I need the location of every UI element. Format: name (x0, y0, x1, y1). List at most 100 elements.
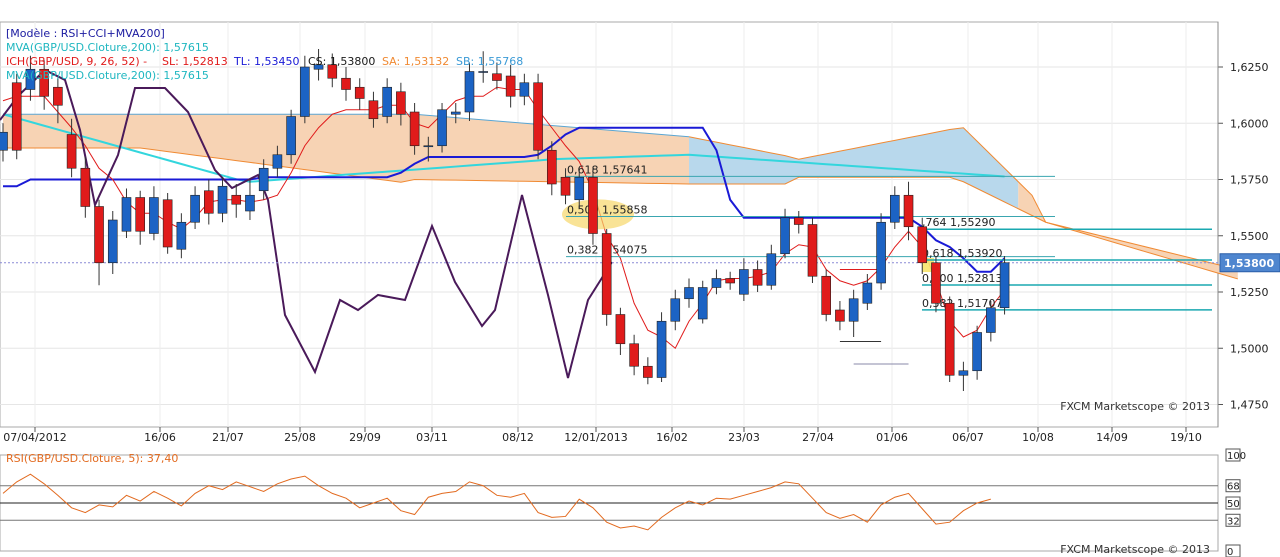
candle-body (711, 278, 722, 288)
candle-body (368, 100, 379, 120)
x-tick-label: 10/08 (1022, 431, 1054, 444)
rsi-tick-box (1225, 479, 1241, 493)
candle-body (286, 116, 296, 156)
candle-body (162, 199, 173, 248)
candle-body (354, 86, 365, 99)
candle-body (53, 86, 63, 106)
candle-body (272, 154, 283, 169)
candle-body (903, 194, 914, 228)
candle-body (944, 302, 955, 376)
candle-body (807, 224, 818, 277)
candle-body (135, 197, 145, 232)
candle-body (149, 197, 159, 234)
candle-body (396, 91, 406, 115)
x-tick-label: 25/08 (284, 431, 316, 444)
x-tick-label: 07/04/2012 (3, 431, 66, 444)
kijun-sen-line (3, 126, 1006, 273)
candle-body (204, 190, 214, 214)
rsi-tick-label: 68 (1227, 482, 1240, 493)
candle-body (546, 149, 557, 185)
rsi-tick-label: 50 (1227, 499, 1240, 510)
candle-body (793, 217, 804, 225)
candle-body (643, 365, 653, 378)
fib-level-label: 0,382 1,51707 (922, 297, 1002, 310)
candle-body (176, 221, 187, 250)
indicator-cs-label: CS: 1,53800 (308, 55, 375, 68)
candle-body (601, 233, 612, 315)
indicator-ich-label: ICH(GBP/USD, 9, 26, 52) - (6, 55, 147, 68)
indicator-mva-label: MVA(GBP/USD.Cloture,200): 1,57615 (6, 41, 209, 54)
fib-level-label: ,764 1,55290 (922, 216, 995, 229)
y-tick-label: 1,5000 (1230, 342, 1269, 355)
candle-body (752, 269, 763, 286)
candle-body (300, 66, 310, 117)
candle-body (986, 307, 996, 333)
candle-body (876, 221, 886, 284)
senkou-b-line (3, 113, 690, 138)
x-tick-label: 01/06 (876, 431, 908, 444)
x-tick-label: 27/04 (802, 431, 834, 444)
candle-body (766, 253, 777, 286)
y-tick-label: 1,6250 (1230, 61, 1269, 74)
candle-body (66, 134, 77, 169)
candle-body (560, 176, 571, 196)
candle-body (999, 262, 1010, 309)
candle-body (615, 314, 626, 345)
candle-body (821, 275, 832, 315)
candle-body (423, 145, 434, 148)
candle-body (80, 167, 91, 207)
candle-body (327, 64, 338, 79)
candle-body (245, 194, 255, 212)
candle-body (684, 287, 694, 300)
candle-body (450, 111, 461, 115)
candle-body (697, 287, 708, 320)
candle-body (862, 282, 873, 304)
y-tick-label: 1,6000 (1230, 117, 1269, 130)
candle-body (533, 82, 543, 151)
fib-level-label: 0,618 1,53920 (922, 247, 1002, 260)
rsi-tick-box (1225, 448, 1241, 462)
candle-body (0, 131, 8, 151)
fib-level-label: 0,500 1,55858 (567, 203, 647, 216)
indicator-sa-label: SA: 1,53132 (382, 55, 449, 68)
candle-body (519, 82, 530, 97)
candle-body (25, 68, 36, 90)
candle-body (382, 86, 392, 117)
candle-body (231, 194, 242, 205)
candle-body (931, 262, 941, 304)
candle-body (313, 64, 324, 70)
candle-body (917, 226, 928, 264)
candle-body (574, 176, 585, 201)
candle-body (121, 197, 132, 232)
x-tick-label: 19/10 (1170, 431, 1202, 444)
candle-body (670, 298, 681, 322)
candle-body (739, 269, 749, 295)
mva-200-line (2, 113, 1005, 183)
fib-level-label: 0,500 1,52813 (922, 272, 1002, 285)
fib-highlight-ellipse (562, 199, 634, 230)
candle-body (629, 343, 639, 367)
candle-body (39, 68, 49, 97)
candle-body (958, 370, 969, 376)
candle-body (656, 320, 667, 378)
rsi-tick-label: 100 (1227, 451, 1246, 462)
candle-body (478, 71, 489, 73)
x-tick-label: 03/11 (416, 431, 448, 444)
candle-body (11, 82, 22, 151)
watermark-top: FXCM Marketscope © 2013 (1060, 400, 1210, 413)
fib-level-label: 0,618 1,57641 (567, 163, 647, 176)
current-price-label: 1,53800 (1224, 257, 1274, 270)
candle-body (889, 194, 900, 223)
x-tick-label: 16/02 (656, 431, 688, 444)
candle-body (588, 176, 598, 234)
candle-body (780, 217, 790, 255)
x-tick-label: 23/03 (728, 431, 760, 444)
x-tick-label: 06/07 (952, 431, 984, 444)
rsi-tick-box (1225, 496, 1241, 510)
candle-body (972, 332, 982, 372)
watermark-bottom: FXCM Marketscope © 2013 (1060, 543, 1210, 556)
candle-body (505, 75, 516, 97)
candle-body (217, 185, 228, 214)
candle-body (835, 309, 845, 322)
